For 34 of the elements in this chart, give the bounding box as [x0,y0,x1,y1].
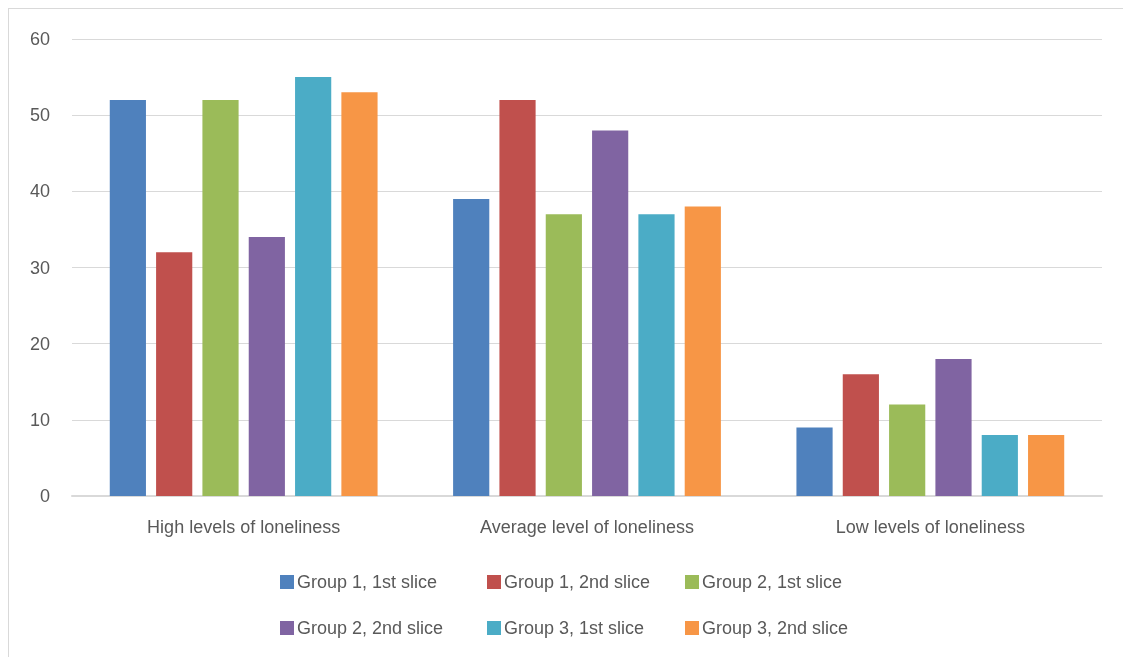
x-tick-label: High levels of loneliness [147,517,341,537]
bar [341,92,378,496]
bar [638,214,675,496]
y-tick-label: 0 [39,486,50,506]
y-tick-label: 30 [29,257,50,278]
bar [545,214,582,496]
bar [499,99,536,496]
bar [796,427,833,496]
bar [1028,435,1065,496]
legend-label: Group 2, 2nd slice [297,618,444,638]
legend-label: Group 1, 1st slice [297,572,438,592]
legend-label: Group 1, 2nd slice [504,572,651,592]
bar [684,206,721,496]
bar [295,77,332,496]
y-tick-label: 10 [29,409,50,430]
bar [156,252,193,496]
bar [981,435,1018,496]
bar [592,130,629,496]
legend-label: Group 3, 1st slice [504,618,645,638]
bar [889,404,926,496]
y-tick-label: 50 [29,105,50,126]
y-tick-label: 40 [29,181,50,202]
legend-label: Group 3, 2nd slice [702,618,849,638]
x-tick-label: Average level of loneliness [480,517,694,537]
y-tick-label: 60 [29,29,50,49]
bar [109,99,146,496]
bar [248,237,285,496]
x-tick-label: Low levels of loneliness [835,517,1025,537]
bar [453,198,490,496]
legend-label: Group 2, 1st slice [702,572,843,592]
bar [202,99,239,496]
bar [935,358,972,496]
y-tick-label: 20 [29,333,50,354]
bar [842,374,879,496]
